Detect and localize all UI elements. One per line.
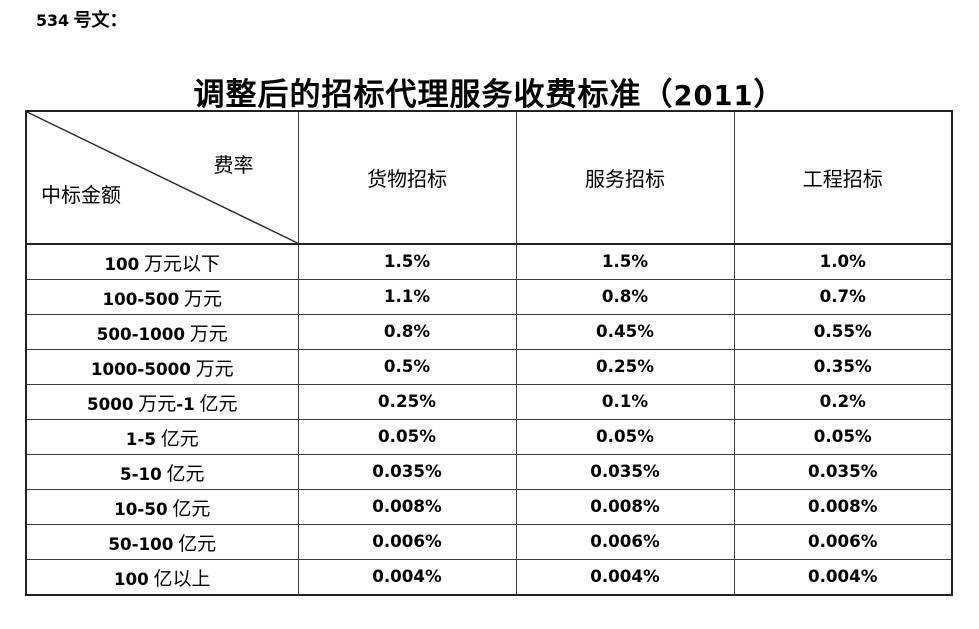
table-row: 100-500 万元 1.1% 0.8% 0.7% <box>25 279 953 315</box>
table-row: 100 亿以上 0.004% 0.004% 0.004% <box>25 559 953 596</box>
amount-range-cell: 10-50 亿元 <box>25 489 299 525</box>
service-rate-cell: 0.004% <box>515 559 735 596</box>
service-rate-cell: 0.006% <box>515 524 735 560</box>
diagonal-line <box>27 112 298 243</box>
engineering-rate-cell: 1.0% <box>733 243 953 280</box>
engineering-rate-cell: 0.7% <box>733 279 953 315</box>
goods-rate-cell: 0.5% <box>297 349 517 385</box>
goods-rate-cell: 0.004% <box>297 559 517 596</box>
engineering-rate-cell: 0.008% <box>733 489 953 525</box>
diagonal-header-cell: 费率 中标金额 <box>25 110 299 245</box>
amount-range-cell: 1000-5000 万元 <box>25 349 299 385</box>
amount-range-cell: 5000 万元-1 亿元 <box>25 384 299 420</box>
table-row: 500-1000 万元 0.8% 0.45% 0.55% <box>25 314 953 350</box>
amount-range-cell: 1-5 亿元 <box>25 419 299 455</box>
service-rate-cell: 0.1% <box>515 384 735 420</box>
engineering-rate-cell: 0.004% <box>733 559 953 596</box>
engineering-rate-cell: 0.2% <box>733 384 953 420</box>
engineering-rate-cell: 0.006% <box>733 524 953 560</box>
corner-label-rate: 费率 <box>213 155 254 177</box>
amount-range-cell: 100-500 万元 <box>25 279 299 315</box>
page-title: 调整后的招标代理服务收费标准（2011） <box>193 76 786 112</box>
goods-rate-cell: 0.25% <box>297 384 517 420</box>
column-header-service: 服务招标 <box>515 110 735 245</box>
table-row: 10-50 亿元 0.008% 0.008% 0.008% <box>25 489 953 525</box>
service-rate-cell: 0.008% <box>515 489 735 525</box>
service-rate-cell: 0.25% <box>515 349 735 385</box>
table-row: 1-5 亿元 0.05% 0.05% 0.05% <box>25 419 953 455</box>
goods-rate-cell: 0.8% <box>297 314 517 350</box>
column-header-engineering: 工程招标 <box>733 110 953 245</box>
amount-range-cell: 500-1000 万元 <box>25 314 299 350</box>
service-rate-cell: 0.8% <box>515 279 735 315</box>
doc-ref: 534 号文： <box>36 10 128 30</box>
goods-rate-cell: 1.5% <box>297 243 517 280</box>
table-row: 5000 万元-1 亿元 0.25% 0.1% 0.2% <box>25 384 953 420</box>
service-rate-cell: 0.05% <box>515 419 735 455</box>
goods-rate-cell: 1.1% <box>297 279 517 315</box>
table-row: 100 万元以下 1.5% 1.5% 1.0% <box>25 243 953 280</box>
table-header-row: 费率 中标金额 货物招标 服务招标 工程招标 <box>25 110 953 245</box>
table-row: 50-100 亿元 0.006% 0.006% 0.006% <box>25 524 953 560</box>
amount-range-cell: 5-10 亿元 <box>25 454 299 490</box>
corner-label-amount: 中标金额 <box>41 185 121 207</box>
table-row: 1000-5000 万元 0.5% 0.25% 0.35% <box>25 349 953 385</box>
fee-table: 费率 中标金额 货物招标 服务招标 工程招标 100 万元以下 1.5% 1.5% 1… <box>25 110 953 596</box>
goods-rate-cell: 0.006% <box>297 524 517 560</box>
amount-range-cell: 50-100 亿元 <box>25 524 299 560</box>
table-body: 100 万元以下 1.5% 1.5% 1.0% 100-500 万元 1.1% 0.8% 0.… <box>25 243 953 596</box>
engineering-rate-cell: 0.55% <box>733 314 953 350</box>
column-header-goods: 货物招标 <box>297 110 517 245</box>
goods-rate-cell: 0.035% <box>297 454 517 490</box>
engineering-rate-cell: 0.05% <box>733 419 953 455</box>
table-row: 5-10 亿元 0.035% 0.035% 0.035% <box>25 454 953 490</box>
service-rate-cell: 0.035% <box>515 454 735 490</box>
service-rate-cell: 0.45% <box>515 314 735 350</box>
engineering-rate-cell: 0.035% <box>733 454 953 490</box>
engineering-rate-cell: 0.35% <box>733 349 953 385</box>
amount-range-cell: 100 亿以上 <box>25 559 299 596</box>
amount-range-cell: 100 万元以下 <box>25 243 299 280</box>
goods-rate-cell: 0.05% <box>297 419 517 455</box>
service-rate-cell: 1.5% <box>515 243 735 280</box>
goods-rate-cell: 0.008% <box>297 489 517 525</box>
